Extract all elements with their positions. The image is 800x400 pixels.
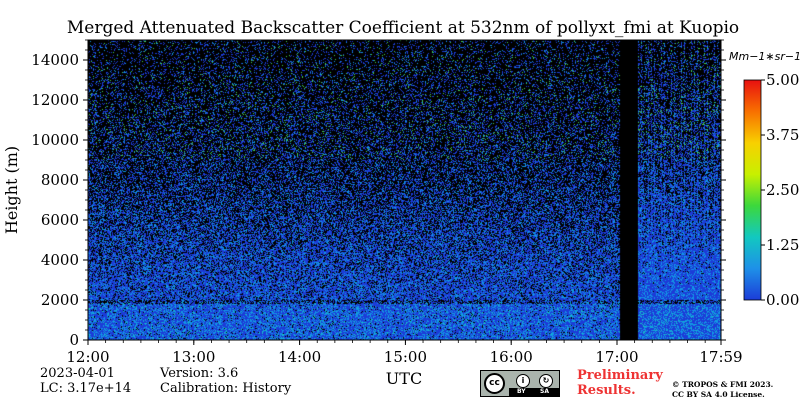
x-tick-label: 17:00 — [595, 348, 638, 366]
y-tick-label: 2000 — [41, 291, 79, 309]
y-tick-label: 6000 — [41, 211, 79, 229]
copyright-text: © TROPOS & FMI 2023. — [672, 380, 774, 389]
colorbar-unit-label: Mm−1∗sr−1 — [729, 50, 800, 63]
y-tick-label: 12000 — [31, 91, 79, 109]
y-tick-label: 14000 — [31, 51, 79, 69]
x-tick-label: 15:00 — [384, 348, 427, 366]
x-tick-label: 12:00 — [66, 348, 109, 366]
colorbar-gradient — [743, 79, 762, 301]
by-attribution-icon: i — [516, 374, 530, 388]
date-label: 2023-04-01 — [40, 366, 115, 381]
backscatter-heatmap — [88, 40, 721, 340]
colorbar-tick-label: 1.25 — [766, 236, 799, 254]
colorbar-tick-label: 5.00 — [766, 71, 799, 89]
by-text: BY — [517, 388, 526, 395]
preliminary-line-2: Results. — [577, 383, 636, 398]
x-axis-label: UTC — [386, 369, 422, 388]
sa-text: SA — [540, 388, 549, 395]
y-tick-label: 0 — [69, 331, 79, 349]
preliminary-results-note: Preliminary Results. — [577, 368, 663, 398]
lc-label: LC: 3.17e+14 — [40, 381, 132, 396]
cc-license-badge[interactable]: cc i ↻ BY SA — [480, 370, 560, 397]
x-tick-label: 13:00 — [172, 348, 215, 366]
plot-area — [87, 39, 722, 341]
colorbar-tick-label: 0.00 — [766, 291, 799, 309]
x-tick-label: 16:00 — [490, 348, 533, 366]
y-axis: 0 2000 4000 6000 8000 10000 12000 14000 — [31, 39, 726, 349]
colorbar: 0.00 1.25 2.50 3.75 5.00 Mm−1∗sr−1 — [729, 50, 800, 309]
preliminary-line-1: Preliminary — [577, 368, 663, 383]
colorbar-tick-label: 3.75 — [766, 126, 799, 144]
colorbar-ticks: 0.00 1.25 2.50 3.75 5.00 — [761, 71, 799, 309]
license-note: © TROPOS & FMI 2023. CC BY SA 4.0 Licens… — [672, 380, 773, 400]
calibration-label: Calibration: History — [160, 381, 292, 396]
chart-title: Merged Attenuated Backscatter Coefficien… — [67, 18, 739, 38]
share-alike-icon: ↻ — [539, 374, 553, 388]
x-tick-label: 14:00 — [278, 348, 321, 366]
y-axis-label: Height (m) — [2, 146, 21, 234]
cc-badge-bar — [509, 388, 559, 396]
x-tick-label: 17:59 — [699, 348, 742, 366]
y-tick-label: 8000 — [41, 171, 79, 189]
version-label: Version: 3.6 — [160, 366, 239, 381]
license-text: CC BY SA 4.0 License. — [672, 390, 765, 399]
y-tick-label: 4000 — [41, 251, 79, 269]
y-tick-label: 10000 — [31, 131, 79, 149]
x-axis: 12:00 13:00 14:00 15:00 16:00 17:00 17:59 — [66, 340, 743, 366]
colorbar-tick-label: 2.50 — [766, 181, 799, 199]
cc-icon: cc — [484, 373, 505, 394]
